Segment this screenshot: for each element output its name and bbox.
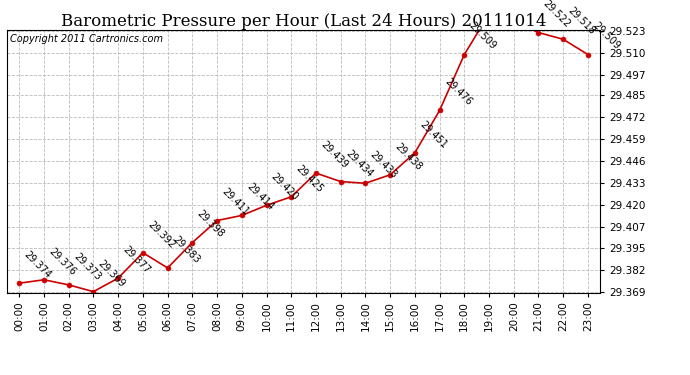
Text: 29.414: 29.414 (244, 182, 275, 213)
Text: 29.392: 29.392 (146, 219, 177, 250)
Text: 29.376: 29.376 (47, 246, 78, 277)
Text: 29.476: 29.476 (442, 76, 473, 108)
Text: 29.522: 29.522 (541, 0, 573, 30)
Text: 29.377: 29.377 (121, 244, 152, 275)
Text: 29.533: 29.533 (0, 374, 1, 375)
Text: 29.411: 29.411 (220, 187, 250, 218)
Text: 29.374: 29.374 (22, 249, 53, 280)
Text: 29.425: 29.425 (294, 163, 325, 194)
Text: 29.451: 29.451 (417, 119, 448, 150)
Text: 29.518: 29.518 (566, 6, 597, 36)
Text: 29.434: 29.434 (344, 148, 375, 179)
Text: 29.373: 29.373 (72, 251, 103, 282)
Text: 29.509: 29.509 (467, 21, 498, 52)
Text: 29.369: 29.369 (96, 258, 127, 289)
Text: 29.420: 29.420 (269, 171, 300, 202)
Text: 29.438: 29.438 (393, 141, 424, 172)
Title: Barometric Pressure per Hour (Last 24 Hours) 20111014: Barometric Pressure per Hour (Last 24 Ho… (61, 13, 546, 30)
Text: Copyright 2011 Cartronics.com: Copyright 2011 Cartronics.com (10, 34, 163, 44)
Text: 29.439: 29.439 (319, 140, 350, 170)
Text: 29.398: 29.398 (195, 209, 226, 240)
Text: 29.529: 29.529 (0, 374, 1, 375)
Text: 29.509: 29.509 (591, 21, 622, 52)
Text: 29.383: 29.383 (170, 234, 201, 265)
Text: 29.433: 29.433 (368, 150, 399, 180)
